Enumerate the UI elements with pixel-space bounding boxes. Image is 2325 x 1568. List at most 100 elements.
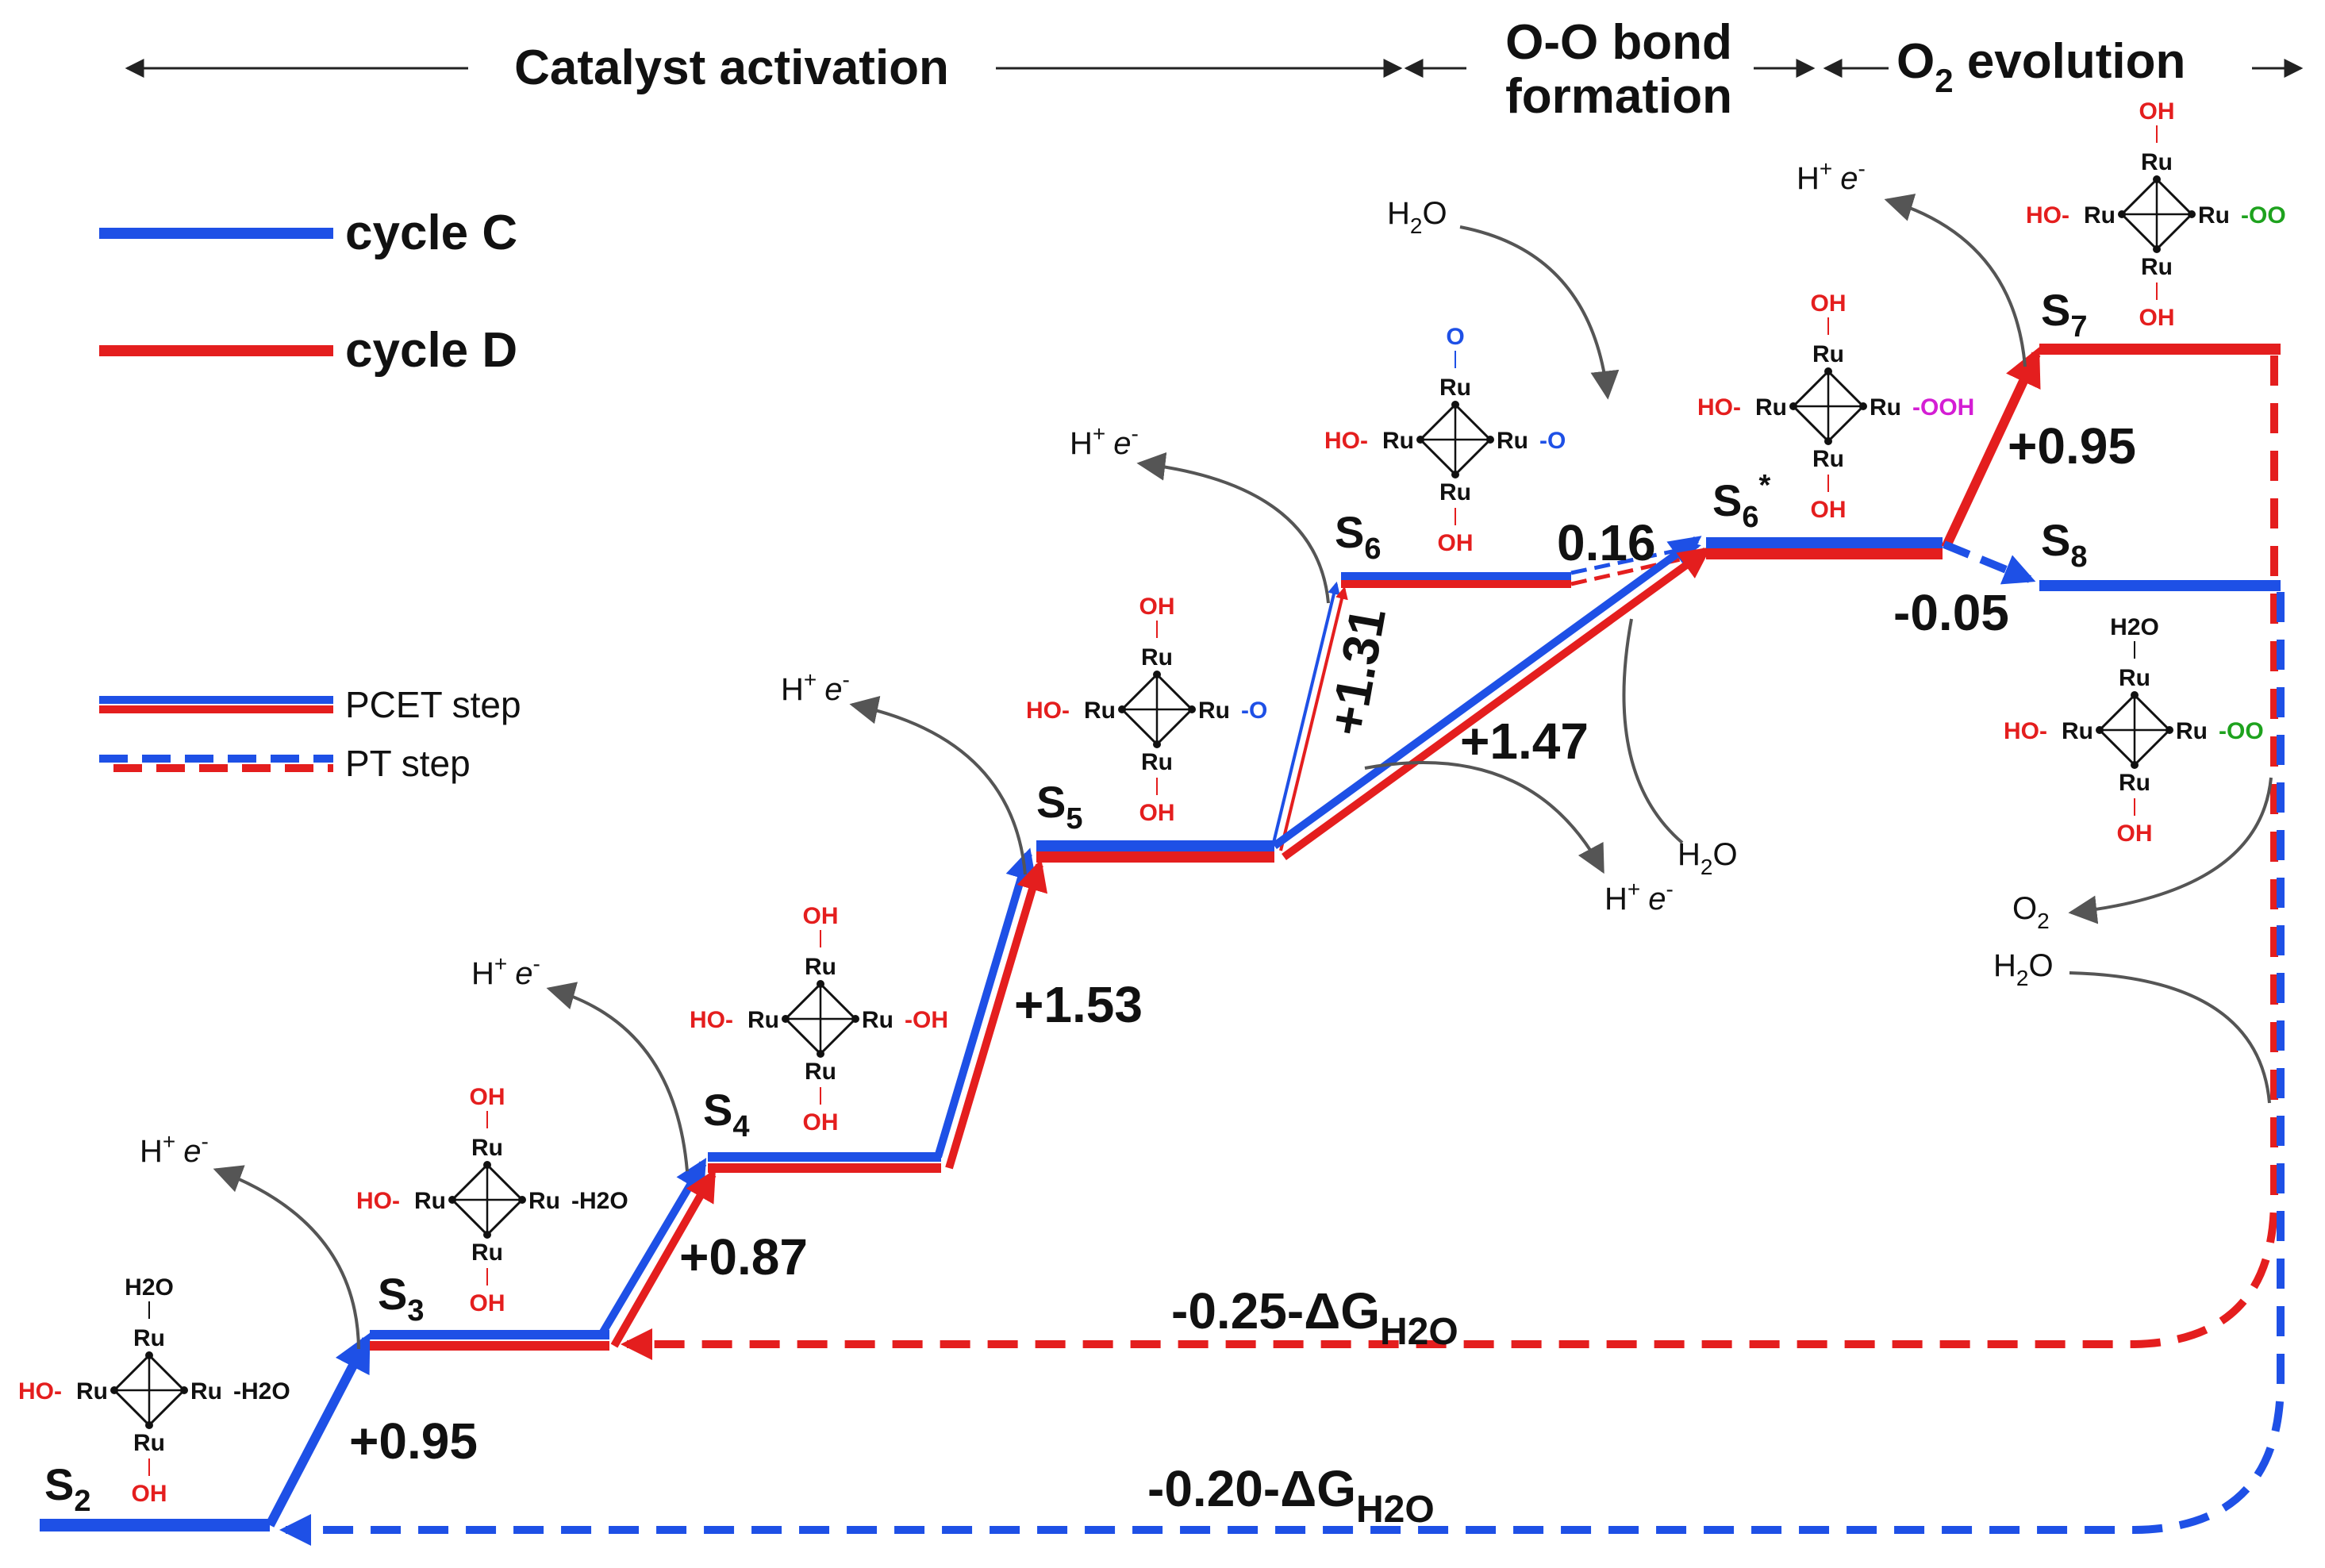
ru-label: Ru	[805, 954, 836, 980]
ru-atom	[817, 1050, 824, 1058]
energy-return-c: -0.20-ΔGH2O	[1147, 1460, 1435, 1531]
ru-label: Ru	[133, 1325, 165, 1351]
ru-label: Ru	[1755, 394, 1787, 421]
ru4-cluster: Ru Ru Ru Ru OH OH HO- -OH	[690, 903, 948, 1136]
ru-atom	[1486, 436, 1494, 444]
state-label-s3: S3	[378, 1269, 425, 1328]
energy-s5-s6: +1.31	[1318, 603, 1397, 740]
ligand-left: HO-	[1697, 394, 1741, 421]
ru-label: Ru	[1141, 644, 1173, 671]
ligand-bottom: OH	[2139, 305, 2175, 331]
ru4-cluster: Ru Ru Ru Ru OH OH HO- -OOH	[1697, 290, 1974, 523]
ru-atom	[1824, 367, 1832, 375]
water-label: H2O	[1993, 948, 2054, 990]
legend-pt-label: PT step	[345, 743, 471, 784]
energy-s6star-s8: -0.05	[1893, 584, 2009, 641]
ru4-cluster: Ru Ru Ru Ru OH OH HO- -O	[1026, 594, 1267, 826]
ligand-bottom: OH	[132, 1481, 167, 1507]
arrow-h2o-in-return	[2069, 971, 2271, 1104]
return-cycle-c	[279, 592, 2285, 1546]
ru-atom	[110, 1386, 118, 1394]
ru-label: Ru	[1198, 698, 1230, 724]
ru-atom	[448, 1196, 456, 1204]
step-s5-s6-red	[1279, 586, 1348, 851]
ru-atom	[2188, 210, 2196, 218]
ru-atom	[2153, 175, 2161, 183]
proton-electron-label: H+ e-	[140, 1129, 209, 1169]
energy-s6-s6star: 0.16	[1557, 514, 1656, 571]
ru-label: Ru	[1812, 341, 1844, 367]
arrow-h2o-in-s6star	[1622, 618, 1684, 844]
ligand-left: HO-	[18, 1378, 62, 1405]
water-label: H2O	[1677, 837, 1738, 879]
energy-s4-s5: +1.53	[1014, 976, 1143, 1033]
ru-atom	[2118, 210, 2126, 218]
ligand-top: O	[1446, 324, 1464, 350]
energy-s5-s6star: +1.47	[1460, 713, 1589, 770]
ru-label: Ru	[1497, 428, 1528, 454]
ligand-right: -OOH	[1912, 394, 1974, 421]
ru-atom	[145, 1351, 153, 1359]
phase-header-bar: Catalyst activation O-O bond formation O…	[125, 15, 2304, 124]
ru-label: Ru	[1439, 375, 1471, 401]
ligand-top: OH	[803, 903, 839, 929]
step-s6star-s8	[1943, 540, 2036, 585]
arrow-h2o-in-s6	[1459, 225, 1620, 400]
ru-atom	[1118, 705, 1126, 713]
step-s4-s5-red	[945, 859, 1048, 1170]
ru-atom	[1859, 402, 1867, 410]
ru-atom	[483, 1231, 491, 1239]
ru4-cluster: Ru Ru Ru Ru OH OH HO- -H2O	[356, 1084, 628, 1316]
o2-evolution-label: O2 evolution	[1897, 34, 2185, 99]
step-s3-s4-red	[610, 1169, 717, 1348]
ru-label: Ru	[414, 1188, 446, 1214]
ru-label: Ru	[2141, 149, 2173, 175]
ru-atom	[851, 1015, 859, 1023]
ru-label: Ru	[471, 1239, 503, 1266]
ru-atom	[483, 1161, 491, 1169]
ru-atom	[1451, 471, 1459, 478]
ligand-left: HO-	[1026, 698, 1070, 724]
legend: cycle C cycle D PCET step PT step	[99, 206, 521, 784]
ru-label: Ru	[2141, 254, 2173, 280]
ru4-cluster: Ru Ru Ru Ru OH OH HO- -OO	[2026, 98, 2286, 331]
ru-atom	[2153, 245, 2161, 253]
ru-atom	[518, 1196, 526, 1204]
ru-label: Ru	[1439, 479, 1471, 505]
ru-label: Ru	[2119, 665, 2150, 691]
ru-label: Ru	[2176, 718, 2208, 744]
arrow-s5-s6-release	[1136, 452, 1330, 604]
ru4-cluster: Ru Ru Ru Ru O OH HO- -O	[1324, 324, 1566, 556]
ligand-bottom: OH	[1139, 800, 1175, 826]
ligand-top: OH	[1811, 290, 1847, 317]
ru-atom	[817, 980, 824, 988]
ligand-left: HO-	[1324, 428, 1368, 454]
ligand-right: -OH	[905, 1007, 948, 1033]
ligand-bottom: OH	[1438, 530, 1474, 556]
legend-cycle-d-label: cycle D	[345, 323, 517, 378]
ru-label: Ru	[747, 1007, 779, 1033]
return-cycle-d	[621, 355, 2278, 1360]
ru-atom	[2166, 726, 2173, 734]
ru-label: Ru	[2062, 718, 2093, 744]
ru-label: Ru	[528, 1188, 560, 1214]
ligand-left: HO-	[2004, 718, 2047, 744]
step-s5-s6-blue	[1271, 581, 1340, 847]
energy-s6star-s7: +0.95	[2008, 417, 2136, 475]
ligand-top: H2O	[2110, 614, 2159, 640]
proton-electron-label: H+ e-	[1070, 421, 1139, 461]
legend-cycle-c-label: cycle C	[345, 206, 517, 260]
ru-atom	[1451, 401, 1459, 409]
proton-electron-label: H+ e-	[1797, 156, 1866, 196]
step-s5-s6star-red	[1282, 547, 1712, 861]
arrow-s6star-s7-release	[1884, 194, 2027, 367]
state-label-s7: S7	[2041, 285, 2088, 344]
ligand-left: HO-	[356, 1188, 400, 1214]
ligand-right: -H2O	[571, 1188, 628, 1214]
ru-atom	[1188, 705, 1196, 713]
energy-paths	[40, 344, 2285, 1546]
curved-arrows	[213, 194, 2273, 1350]
ru-label: Ru	[471, 1135, 503, 1161]
